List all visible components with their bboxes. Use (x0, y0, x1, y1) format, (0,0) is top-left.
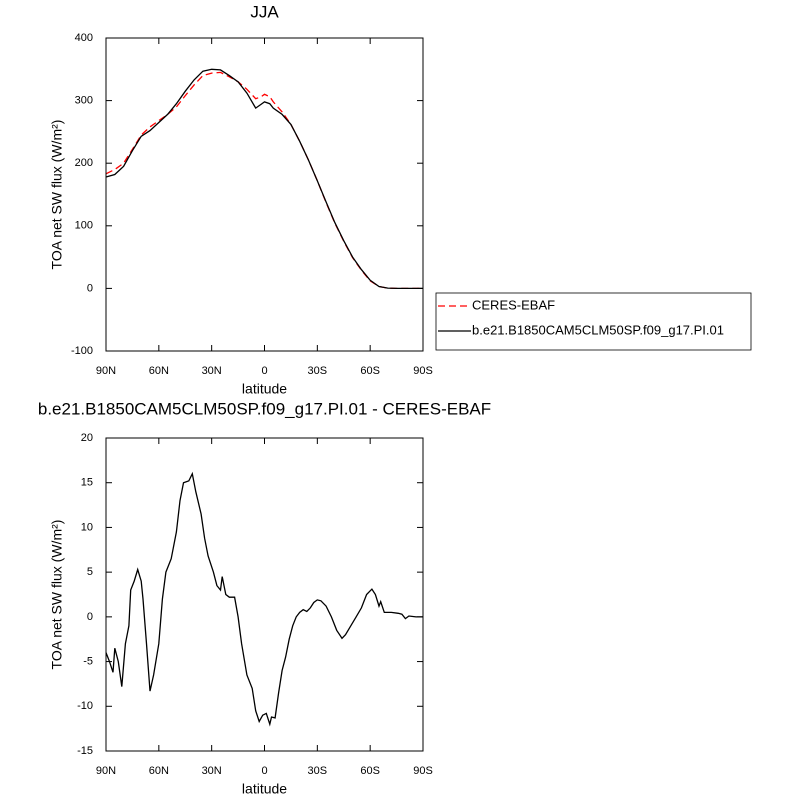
x-tick-label: 60N (149, 765, 169, 777)
y-tick-label: -5 (83, 655, 93, 667)
x-tick-label: 90N (96, 765, 116, 777)
x-tick-label: 90S (413, 765, 433, 777)
y-tick-label: -10 (77, 700, 93, 712)
y-tick-label: 200 (75, 157, 93, 169)
line (105, 471, 423, 727)
x-tick-label: 30S (308, 365, 328, 377)
plot-frame (105, 437, 424, 752)
x-tick-label: 30S (308, 765, 328, 777)
y-tick-label: 100 (75, 220, 93, 232)
y-tick-label: -100 (71, 345, 93, 357)
chart-title: JJA (250, 2, 279, 21)
y-tick-label: 20 (81, 432, 93, 444)
line (105, 68, 423, 290)
x-tick-label: 90S (413, 365, 433, 377)
x-axis-label: latitude (242, 781, 287, 797)
legend-label: b.e21.B1850CAM5CLM50SP.f09_g17.PI.01 (472, 322, 724, 337)
x-tick-label: 60N (149, 365, 169, 377)
x-axis-label: latitude (242, 381, 287, 397)
y-axis-label: TOA net SW flux (W/m²) (49, 120, 65, 270)
y-tick-label: 0 (87, 282, 93, 294)
legend-label: CERES-EBAF (472, 297, 555, 312)
y-tick-label: 15 (81, 477, 93, 489)
x-tick-label: 30N (202, 765, 222, 777)
y-tick-label: 5 (87, 566, 93, 578)
y-axis-label: TOA net SW flux (W/m²) (49, 520, 65, 670)
y-tick-label: -15 (77, 745, 93, 757)
x-tick-label: 60S (360, 365, 380, 377)
x-tick-label: 90N (96, 365, 116, 377)
x-tick-label: 30N (202, 365, 222, 377)
y-tick-label: 300 (75, 95, 93, 107)
x-tick-label: 0 (261, 365, 267, 377)
chart-title: b.e21.B1850CAM5CLM50SP.f09_g17.PI.01 - C… (38, 399, 491, 418)
y-tick-label: 400 (75, 32, 93, 44)
legend-box (435, 292, 752, 351)
y-tick-label: 10 (81, 521, 93, 533)
line (105, 71, 423, 290)
y-tick-label: 0 (87, 611, 93, 623)
x-tick-label: 0 (261, 765, 267, 777)
plot-frame (105, 37, 424, 352)
x-tick-label: 60S (360, 765, 380, 777)
